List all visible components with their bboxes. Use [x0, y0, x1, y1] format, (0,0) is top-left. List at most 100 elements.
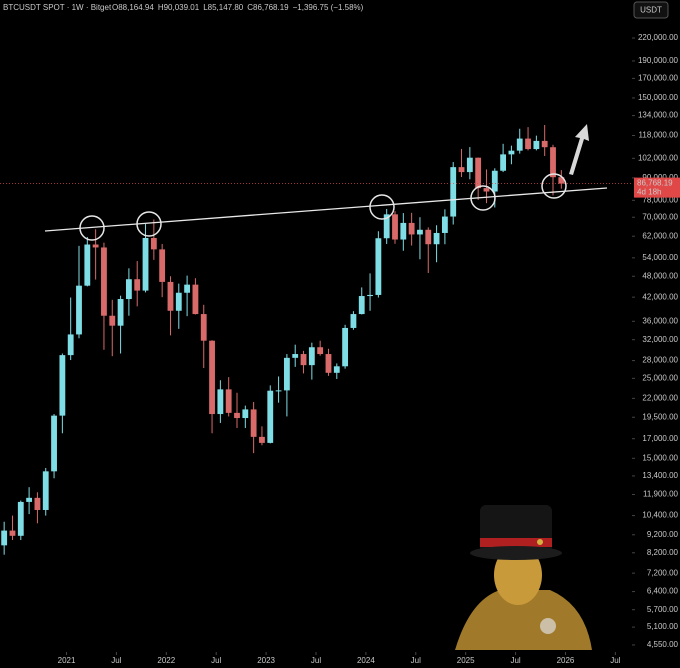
candle-body — [184, 284, 191, 293]
y-tick-label: 62,000.00 — [642, 231, 678, 240]
avatar — [455, 505, 592, 650]
candle-body — [67, 334, 74, 356]
candle-body — [508, 150, 515, 155]
candle-body — [441, 216, 448, 233]
candle-body — [333, 366, 340, 373]
candle-body — [117, 299, 124, 326]
circle — [541, 173, 567, 199]
candle-body — [42, 471, 49, 510]
candle-body — [167, 281, 174, 311]
currency-label: USDT — [640, 6, 662, 15]
header: BTCUSDT SPOT · 1W · Bitget O88,164.94 H90… — [3, 3, 364, 12]
y-tick-label: 118,000.00 — [639, 131, 679, 140]
last-price-tag — [634, 177, 680, 198]
candle-body — [234, 412, 240, 419]
y-tick-label: 70,000.00 — [642, 212, 678, 221]
y-tick-label: 36,000.00 — [642, 316, 678, 325]
trend-line — [44, 187, 608, 232]
y-tick-label: 28,000.00 — [642, 356, 678, 365]
circle — [369, 194, 395, 220]
y-tick-label: 6,400.00 — [647, 587, 679, 596]
candle-body — [458, 167, 465, 173]
circle — [79, 215, 105, 241]
candle-body — [491, 170, 498, 192]
candle-body — [200, 314, 207, 341]
candle-body — [392, 214, 398, 240]
candle-body — [225, 389, 232, 413]
candle-body — [308, 347, 315, 366]
candle-body — [533, 140, 540, 150]
candle-body — [209, 340, 215, 415]
x-tick-label: 2025 — [457, 656, 475, 665]
countdown-label: 4d 18h — [637, 188, 661, 197]
x-tick-label: Jul — [510, 656, 520, 665]
candle-body — [259, 436, 265, 443]
candle-body — [425, 229, 432, 245]
y-tick-label: 19,500.00 — [642, 412, 678, 421]
y-tick-label: 13,400.00 — [642, 471, 678, 480]
y-tick-label: 15,000.00 — [642, 453, 678, 462]
candle-body — [109, 315, 116, 326]
candle-body — [59, 355, 66, 416]
y-tick-label: 22,000.00 — [642, 393, 678, 402]
up-arrow — [569, 124, 589, 175]
x-tick-label: 2021 — [58, 656, 76, 665]
candle-body — [125, 279, 132, 300]
candle-body — [134, 279, 141, 291]
candle-body — [408, 222, 415, 235]
y-tick-label: 90,000.00 — [642, 173, 678, 182]
axes: 220,000.00 190,000.00 170,000.00 150,000.00… — [58, 33, 680, 665]
candle-body — [292, 354, 299, 358]
x-tick-label: 2026 — [557, 656, 575, 665]
candle-body — [317, 347, 324, 355]
y-tick-label: 17,000.00 — [642, 434, 678, 443]
x-tick-label: Jul — [111, 656, 121, 665]
candle-body — [516, 138, 523, 151]
candle-body — [375, 238, 382, 295]
candle-body — [1, 530, 8, 546]
candle-body — [92, 244, 99, 248]
candle-body — [558, 177, 565, 184]
candle-body — [358, 296, 365, 315]
x-tick-label: 2023 — [257, 656, 275, 665]
candle-body — [26, 497, 33, 502]
currency-button[interactable] — [633, 1, 669, 19]
candle-body — [475, 157, 482, 189]
candle-body — [367, 294, 373, 297]
x-tick-label: 2024 — [357, 656, 375, 665]
candle-body — [550, 147, 556, 178]
candle-body — [450, 167, 457, 217]
candle-body — [466, 157, 473, 173]
candle-body — [150, 237, 157, 250]
y-tick-label: 32,000.00 — [642, 335, 678, 344]
candle-body — [250, 409, 257, 437]
y-tick-label: 190,000.00 — [638, 56, 679, 65]
y-tick-label: 102,000.00 — [638, 153, 679, 162]
candle-body — [101, 247, 107, 316]
y-tick-label: 150,000.00 — [638, 93, 679, 102]
y-tick-label: 5,100.00 — [647, 622, 679, 631]
y-tick-label: 42,000.00 — [642, 292, 678, 301]
ohlc-label: −1,396.75 (−1.58%) — [293, 3, 364, 12]
y-tick-label: 54,000.00 — [642, 253, 678, 262]
candle-body — [84, 244, 91, 286]
x-tick-label: Jul — [610, 656, 620, 665]
candle-body — [383, 214, 390, 239]
y-tick-label: 9,200.00 — [647, 530, 679, 539]
candle-body — [275, 390, 282, 392]
candle-body — [417, 229, 423, 235]
candle-body — [325, 354, 332, 373]
y-tick-label: 78,000.00 — [642, 195, 678, 204]
ohlc-label: L85,147.80 — [203, 3, 244, 12]
candle-body — [9, 530, 16, 536]
y-tick-label: 8,200.00 — [647, 548, 679, 557]
candle-body — [159, 249, 166, 282]
candle-body — [500, 154, 507, 171]
y-tick-label: 5,700.00 — [647, 605, 679, 614]
candle-body — [17, 501, 24, 536]
candle-body — [192, 284, 199, 315]
candle-body — [242, 409, 249, 419]
x-tick-label: Jul — [411, 656, 421, 665]
